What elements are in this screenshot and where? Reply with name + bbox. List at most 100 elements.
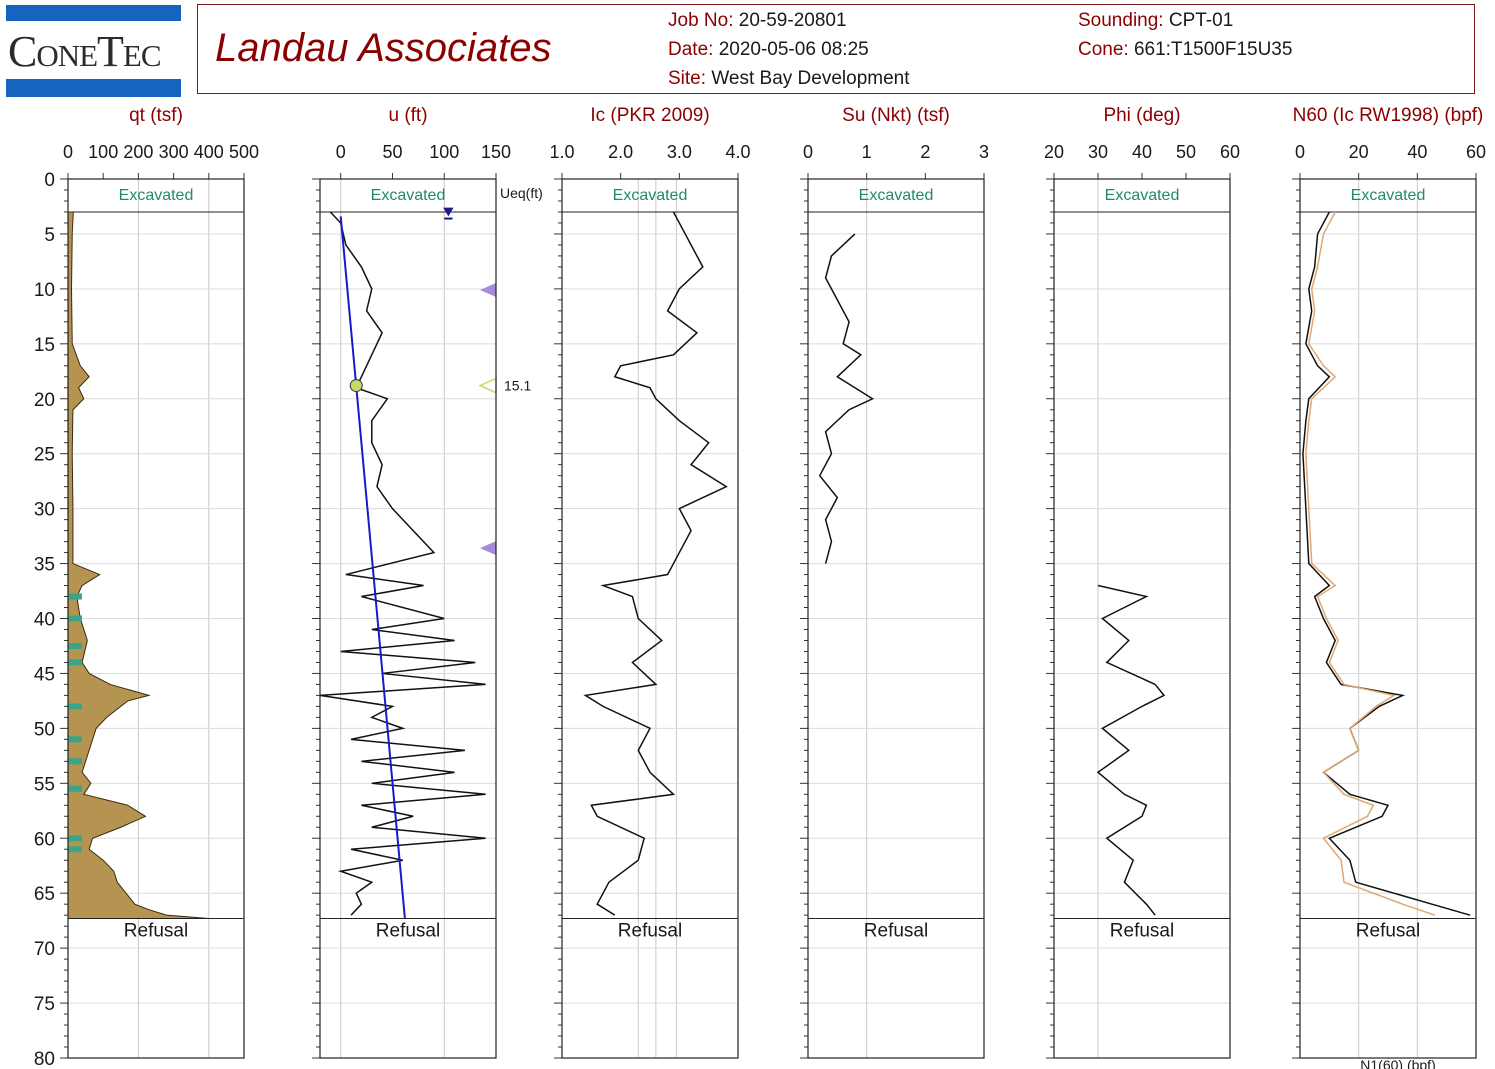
x-tick-label: 1 <box>862 142 872 162</box>
x-tick-label: 400 <box>194 142 224 162</box>
depth-tick-label: 75 <box>34 994 55 1015</box>
panel-frame <box>807 178 985 1059</box>
site: Site: West Bay Development <box>668 68 910 89</box>
panel-title: N60 (Ic RW1998) (bpf) <box>1293 105 1484 126</box>
depth-tick-label: 70 <box>34 939 55 960</box>
qt-teal-band <box>68 593 82 600</box>
depth-tick-label: 60 <box>34 829 55 850</box>
qt-teal-band <box>68 703 82 710</box>
x-tick-label: 20 <box>1044 142 1064 162</box>
conetec-logo: ConeTec <box>8 27 162 76</box>
panel-title: qt (tsf) <box>129 105 183 126</box>
purple-marker <box>480 282 496 297</box>
qt-teal-band <box>68 758 82 765</box>
qt-teal-band <box>68 736 82 743</box>
x-tick-label: 0 <box>1295 142 1305 162</box>
x-tick-label: 1.0 <box>549 142 574 162</box>
x-tick-label: 20 <box>1349 142 1369 162</box>
depth-tick-label: 15 <box>34 335 55 356</box>
refusal-label: Refusal <box>864 920 928 941</box>
excavated-label: Excavated <box>859 187 934 204</box>
data-line <box>319 211 486 916</box>
depth-tick-label: 10 <box>34 280 55 301</box>
depth-tick-label: 30 <box>34 500 55 521</box>
open-marker <box>478 377 497 394</box>
data-line <box>583 211 728 916</box>
panel-frame <box>1299 178 1477 1059</box>
depth-tick-label: 80 <box>34 1049 55 1069</box>
sounding: Sounding: CPT-01 <box>1078 10 1234 31</box>
marker-label: 15.1 <box>504 378 531 394</box>
logo-bar-top <box>6 5 181 21</box>
x-tick-label: 60 <box>1466 142 1486 162</box>
data-line <box>818 233 875 564</box>
x-tick-label: 150 <box>481 142 511 162</box>
panel-frame <box>67 178 245 1059</box>
x-tick-label: 30 <box>1088 142 1108 162</box>
excavated-label: Excavated <box>1351 187 1426 204</box>
excavated-label: Excavated <box>119 187 194 204</box>
qt-teal-band <box>68 785 82 792</box>
cone: Cone: 661:T1500F15U35 <box>1078 39 1293 60</box>
x-tick-label: 0 <box>336 142 346 162</box>
qt-teal-band <box>68 846 82 853</box>
x-tick-label: 0 <box>803 142 813 162</box>
x-tick-label: 4.0 <box>725 142 750 162</box>
x-tick-label: 2.0 <box>608 142 633 162</box>
x-tick-label: 0 <box>63 142 73 162</box>
depth-tick-label: 35 <box>34 555 55 576</box>
ueq-marker <box>349 379 363 393</box>
panel-title: Ic (PKR 2009) <box>590 105 709 126</box>
refusal-label: Refusal <box>124 920 188 941</box>
x-tick-label: 50 <box>382 142 402 162</box>
panel-title: Phi (deg) <box>1103 105 1180 126</box>
qt-fill <box>67 211 209 919</box>
depth-tick-label: 40 <box>34 610 55 631</box>
refusal-label: Refusal <box>618 920 682 941</box>
panel-bottom-label: N1(60) (bpf) <box>1360 1057 1435 1069</box>
purple-marker <box>480 541 496 556</box>
x-tick-label: 60 <box>1220 142 1240 162</box>
qt-teal-band <box>68 659 82 666</box>
x-tick-label: 500 <box>229 142 259 162</box>
panel-frame <box>1053 178 1231 1059</box>
panel-title: u (ft) <box>388 105 427 126</box>
x-tick-label: 300 <box>159 142 189 162</box>
logo-bar-bottom <box>6 79 181 97</box>
panel-frame <box>561 178 739 1059</box>
qt-teal-band <box>68 835 82 842</box>
depth-tick-label: 50 <box>34 719 55 740</box>
refusal-label: Refusal <box>1110 920 1174 941</box>
excavated-label: Excavated <box>371 187 446 204</box>
x-tick-label: 3.0 <box>667 142 692 162</box>
depth-tick-label: 25 <box>34 445 55 466</box>
data-line <box>1302 211 1471 916</box>
excavated-label: Excavated <box>613 187 688 204</box>
x-tick-label: 40 <box>1132 142 1152 162</box>
data-line <box>1096 584 1166 916</box>
ueq-line <box>339 216 406 919</box>
depth-tick-label: 55 <box>34 774 55 795</box>
depth-tick-label: 5 <box>44 225 55 246</box>
x-tick-label: 100 <box>429 142 459 162</box>
refusal-label: Refusal <box>1356 920 1420 941</box>
client-name: Landau Associates <box>215 26 552 70</box>
data-line <box>1305 211 1436 916</box>
x-tick-label: 50 <box>1176 142 1196 162</box>
x-tick-label: 40 <box>1407 142 1427 162</box>
depth-tick-label: 20 <box>34 390 55 411</box>
depth-tick-label: 0 <box>44 170 55 191</box>
depth-tick-label: 45 <box>34 664 55 685</box>
qt-teal-band <box>68 642 82 649</box>
x-tick-label: 3 <box>979 142 989 162</box>
depth-tick-label: 65 <box>34 884 55 905</box>
x-tick-label: 2 <box>920 142 930 162</box>
ueq-label: Ueq(ft) <box>500 185 543 201</box>
panel-title: Su (Nkt) (tsf) <box>842 105 950 126</box>
qt-teal-band <box>68 615 82 622</box>
excavated-label: Excavated <box>1105 187 1180 204</box>
date: Date: 2020-05-06 08:25 <box>668 39 869 60</box>
panel-frame <box>319 178 497 1059</box>
x-tick-label: 100 <box>88 142 118 162</box>
